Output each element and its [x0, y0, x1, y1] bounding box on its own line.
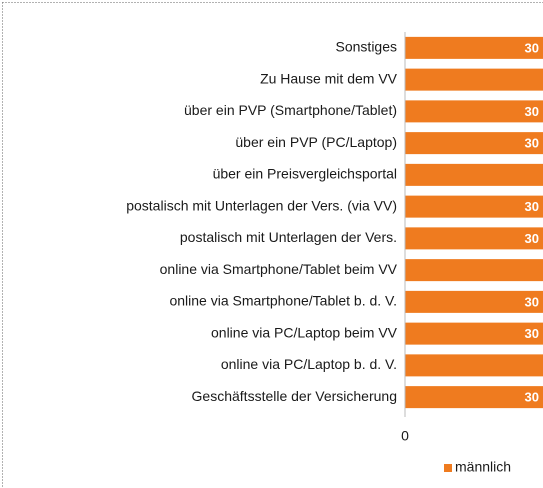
- y-tick-label: online via Smartphone/Tablet b. d. V.: [169, 293, 397, 309]
- bar: [405, 36, 543, 59]
- bar: [405, 386, 543, 409]
- data-label: 30: [525, 199, 539, 214]
- bar: [405, 195, 543, 218]
- bar: [405, 163, 543, 186]
- bar: [405, 132, 543, 155]
- data-label: 30: [525, 104, 539, 119]
- bar: [405, 354, 543, 377]
- plot-area: 303530303530303530303530: [405, 36, 543, 409]
- legend-swatch: [444, 464, 452, 472]
- data-label: 30: [525, 231, 539, 246]
- y-tick-label: über ein PVP (PC/Laptop): [235, 134, 397, 150]
- bar: [405, 259, 543, 282]
- y-tick-label: online via Smartphone/Tablet beim VV: [160, 261, 398, 277]
- bar: [405, 68, 543, 91]
- y-tick-label: online via PC/Laptop b. d. V.: [221, 356, 397, 372]
- data-label: 30: [525, 136, 539, 151]
- legend-label: männlich: [455, 459, 511, 475]
- bar: [405, 290, 543, 313]
- data-label: 30: [525, 326, 539, 341]
- data-label: 30: [525, 294, 539, 309]
- bar: [405, 322, 543, 345]
- data-label: 30: [525, 40, 539, 55]
- y-tick-label: über ein Preisvergleichsportal: [213, 166, 397, 182]
- bar: [405, 100, 543, 123]
- y-tick-label: über ein PVP (Smartphone/Tablet): [184, 102, 397, 118]
- bar: [405, 227, 543, 250]
- data-label: 30: [525, 390, 539, 405]
- y-tick-label: Zu Hause mit dem VV: [260, 70, 398, 86]
- y-tick-label: postalisch mit Unterlagen der Vers.: [180, 229, 397, 245]
- y-tick-label: online via PC/Laptop beim VV: [211, 324, 398, 340]
- x-tick-label: 0: [401, 428, 409, 444]
- y-tick-label: postalisch mit Unterlagen der Vers. (via…: [126, 197, 397, 213]
- y-tick-label: Sonstiges: [336, 39, 397, 55]
- y-tick-label: Geschäftsstelle der Versicherung: [192, 388, 397, 404]
